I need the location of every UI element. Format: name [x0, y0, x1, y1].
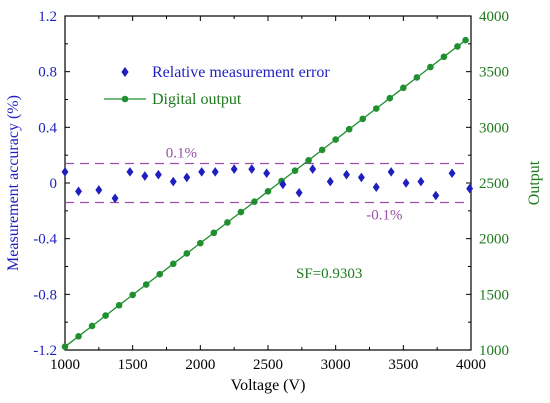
digital-output-point: [210, 229, 218, 237]
error-point: [61, 167, 69, 177]
digital-output-point: [462, 36, 469, 44]
x-tick-label: 3000: [321, 357, 351, 373]
digital-output-point: [251, 198, 258, 206]
left-tick-label: -0.8: [33, 287, 57, 303]
right-tick-label: 3000: [479, 120, 509, 136]
digital-output-point: [291, 167, 299, 174]
digital-output-point: [88, 322, 96, 330]
error-point: [263, 168, 271, 179]
digital-output-point: [413, 74, 421, 81]
digital-output-point: [75, 333, 82, 340]
legend-label: Relative measurement error: [152, 64, 330, 81]
error-point: [75, 186, 82, 197]
digital-output-point: [142, 281, 150, 288]
x-tick-label: 2500: [253, 357, 283, 373]
left-axis-title: Measurement accuracy (%): [5, 95, 22, 271]
error-point: [372, 182, 380, 192]
digital-output-point: [183, 250, 191, 257]
digital-output-point: [129, 291, 136, 299]
error-point: [309, 164, 317, 174]
error-point: [295, 187, 303, 198]
error-point: [183, 172, 191, 183]
digital-output-point: [427, 63, 434, 71]
x-tick-label: 1000: [50, 357, 80, 373]
right-axis-title: Output: [526, 160, 543, 205]
threshold-label: 0.1%: [166, 146, 197, 162]
digital-output-point: [169, 260, 177, 268]
digital-output-point: [197, 239, 204, 247]
threshold-lines: 0.1% -0.1%: [65, 146, 471, 223]
right-tick-label: 2000: [479, 232, 509, 248]
scale-factor-annotation: SF=0.9303: [296, 266, 362, 282]
right-tick-label: 1500: [479, 287, 509, 303]
error-point: [169, 176, 177, 187]
left-tick-label: -0.4: [33, 232, 57, 248]
threshold-label: -0.1%: [366, 207, 402, 223]
right-tick-label: 3500: [479, 65, 509, 81]
error-point: [154, 169, 162, 180]
left-tick-label: -1.2: [33, 343, 57, 359]
digital-output-point: [454, 43, 461, 50]
legend-diamond-icon: [121, 67, 129, 77]
error-point: [198, 167, 206, 177]
x-tick-label: 1500: [118, 357, 148, 373]
digital-output-point: [318, 146, 326, 154]
digital-output-point: [156, 270, 164, 278]
x-axis-ticks: 1000 1500 2000 2500 3000 3500 4000: [50, 16, 486, 373]
error-point: [343, 169, 350, 180]
error-point: [417, 176, 425, 187]
digital-output-point: [224, 219, 231, 226]
digital-output-point: [359, 115, 367, 123]
x-tick-label: 3500: [388, 357, 418, 373]
error-point: [111, 193, 119, 204]
error-point: [211, 167, 219, 177]
digital-output-point: [440, 53, 448, 61]
digital-output-point: [386, 94, 394, 102]
error-point: [230, 164, 238, 174]
x-tick-label: 2000: [185, 357, 215, 373]
error-point: [357, 172, 365, 183]
error-point: [448, 168, 456, 179]
series-marks: [61, 36, 474, 350]
legend-label: Digital output: [152, 91, 242, 108]
right-tick-label: 1000: [479, 343, 509, 359]
legend-dot-icon: [121, 95, 129, 103]
left-tick-label: 0.8: [38, 65, 57, 81]
error-point: [402, 178, 410, 188]
digital-output-point: [237, 208, 245, 216]
digital-output-point: [61, 343, 69, 350]
x-tick-label: 4000: [456, 357, 486, 373]
error-point: [466, 183, 474, 194]
error-point: [432, 190, 440, 201]
digital-output-point: [264, 188, 272, 195]
error-point: [248, 164, 256, 174]
error-point: [326, 176, 334, 187]
error-point: [387, 167, 395, 177]
digital-output-point: [332, 136, 339, 143]
error-point: [95, 185, 103, 195]
right-tick-label: 4000: [479, 9, 509, 25]
digital-output-point: [372, 105, 380, 112]
error-point: [279, 179, 287, 190]
digital-output-point: [115, 301, 123, 309]
x-axis-title: Voltage (V): [231, 377, 306, 394]
legend: Relative measurement error Digital output: [104, 64, 330, 108]
digital-output-point: [102, 312, 109, 319]
error-point: [126, 167, 134, 177]
error-point: [141, 171, 149, 181]
left-tick-label: 0: [50, 176, 58, 192]
right-tick-label: 2500: [479, 176, 509, 192]
digital-output-point: [400, 84, 407, 92]
digital-output-point: [345, 125, 353, 133]
right-axis-ticks: 1000 1500 2000 2500 3000 3500 4000: [466, 9, 509, 359]
digital-output-point: [305, 156, 312, 164]
left-tick-label: 0.4: [38, 120, 57, 136]
left-tick-label: 1.2: [38, 9, 57, 25]
left-axis-ticks: -1.2 -0.8 -0.4 0 0.4 0.8 1.2: [33, 9, 70, 359]
